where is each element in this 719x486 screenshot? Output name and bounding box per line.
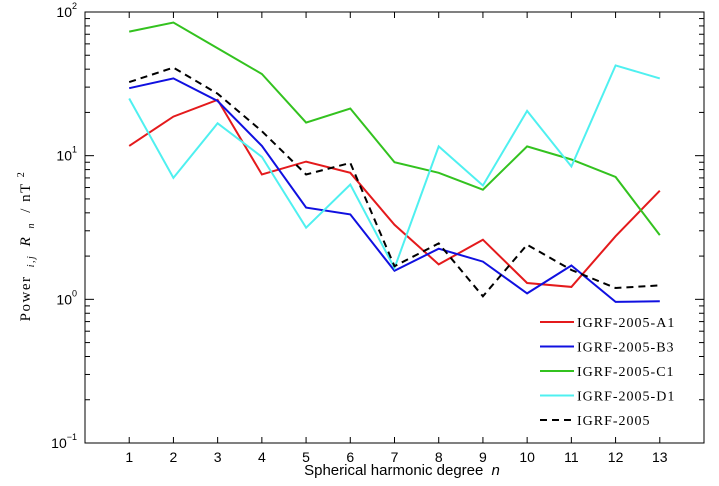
x-tick-label: 1 xyxy=(125,449,133,465)
x-axis-title: Spherical harmonic degree n xyxy=(304,462,500,479)
series-line-2 xyxy=(128,77,660,303)
series-line-3 xyxy=(128,21,661,236)
y-axis-title-suffix: / nT xyxy=(18,182,34,212)
y-tick-label-base: 10 xyxy=(51,435,67,451)
x-tick-label: 7 xyxy=(391,449,399,465)
y-tick-label-exponent: −1 xyxy=(67,432,77,442)
x-tick-label: 10 xyxy=(519,449,535,465)
x-tick-label: 12 xyxy=(608,449,624,465)
legend-label-4: IGRF-2005-D1 xyxy=(577,390,675,405)
y-axis-title: Power i,j R n / nT 2 xyxy=(16,171,38,322)
legend-label-5: IGRF-2005 xyxy=(577,414,651,429)
x-tick-label: 9 xyxy=(479,449,487,465)
plot-area xyxy=(85,12,704,443)
y-tick-label: 102 xyxy=(56,1,77,20)
x-tick-label: 5 xyxy=(302,449,310,465)
y-tick-label-exponent: 2 xyxy=(72,1,77,11)
legend-label-2: IGRF-2005-B3 xyxy=(577,341,675,356)
legend-label-1: IGRF-2005-A1 xyxy=(577,316,675,331)
y-tick-label-base: 10 xyxy=(56,291,72,307)
y-axis-title-sub2: n xyxy=(26,222,37,229)
x-tick-label: 3 xyxy=(214,449,222,465)
legend-label-3: IGRF-2005-C1 xyxy=(577,365,675,380)
y-tick-label-base: 10 xyxy=(56,4,72,20)
series-layer xyxy=(128,21,661,303)
x-axis-title-var: n xyxy=(492,462,500,479)
y-axis-title-prefix: Power xyxy=(18,275,34,321)
x-tick-label: 11 xyxy=(564,449,579,465)
legend: IGRF-2005-A1 IGRF-2005-B3 IGRF-2005-C1 IGRF… xyxy=(540,316,675,429)
x-tick-label: 13 xyxy=(652,449,668,465)
y-tick-label: 100 xyxy=(56,288,77,307)
x-tick-label: 2 xyxy=(170,449,178,465)
y-tick-label-base: 10 xyxy=(56,148,72,164)
x-tick-label: 6 xyxy=(346,449,354,465)
series-line-1 xyxy=(128,98,661,288)
series-line-5 xyxy=(128,66,660,298)
y-axis-title-sup: 2 xyxy=(16,171,27,178)
x-tick-label: 4 xyxy=(258,449,266,465)
y-axis-title-sub1: i,j xyxy=(26,255,37,268)
x-axis-title-text: Spherical harmonic degree xyxy=(304,462,483,479)
series-line-4 xyxy=(128,64,661,271)
y-tick-label-exponent: 0 xyxy=(72,288,77,298)
y-tick-label: 10−1 xyxy=(51,432,77,451)
y-tick-label: 101 xyxy=(56,145,77,164)
plot-background xyxy=(85,12,704,443)
y-tick-label-exponent: 1 xyxy=(72,145,77,155)
x-tick-label: 8 xyxy=(435,449,443,465)
y-axis-title-mid: R xyxy=(18,236,34,248)
